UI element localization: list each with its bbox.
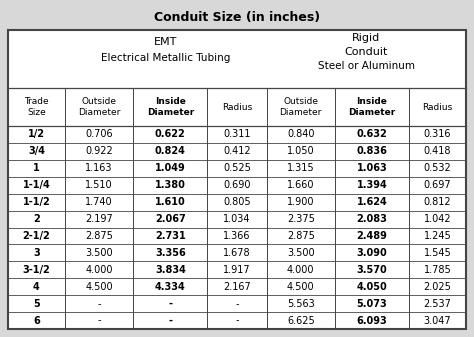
Text: Electrical Metallic Tubing: Electrical Metallic Tubing [101,53,230,63]
Text: 0.632: 0.632 [356,129,387,140]
Text: 3.500: 3.500 [287,248,315,258]
Text: 1/2: 1/2 [28,129,45,140]
Text: 2.083: 2.083 [356,214,387,224]
Text: 1.678: 1.678 [223,248,251,258]
Text: 2.875: 2.875 [85,231,113,241]
Text: EMT: EMT [154,37,177,47]
Text: 4.050: 4.050 [356,282,387,292]
Text: -: - [97,299,101,309]
Text: 2.197: 2.197 [85,214,113,224]
Text: 0.836: 0.836 [356,146,387,156]
Text: 0.706: 0.706 [85,129,113,140]
Text: Trade
Size: Trade Size [24,97,49,117]
Text: 6.625: 6.625 [287,315,315,326]
Text: 4.500: 4.500 [85,282,113,292]
Text: 4.334: 4.334 [155,282,186,292]
Text: -: - [168,299,173,309]
Text: 1.049: 1.049 [155,163,186,173]
Text: Conduit Size (in inches): Conduit Size (in inches) [154,11,320,24]
Text: 3.356: 3.356 [155,248,186,258]
Text: 0.840: 0.840 [287,129,315,140]
Text: 0.824: 0.824 [155,146,186,156]
Text: 0.805: 0.805 [223,197,251,207]
Text: 0.412: 0.412 [223,146,251,156]
Text: 3-1/2: 3-1/2 [23,265,50,275]
Text: 5.073: 5.073 [356,299,387,309]
Text: 2-1/2: 2-1/2 [23,231,50,241]
Text: 0.316: 0.316 [424,129,451,140]
Text: 1.510: 1.510 [85,180,113,190]
Text: 2.375: 2.375 [287,214,315,224]
Text: 1.624: 1.624 [356,197,387,207]
Text: 1.050: 1.050 [287,146,315,156]
Text: 3.570: 3.570 [356,265,387,275]
Text: 4: 4 [33,282,40,292]
Text: Inside
Diameter: Inside Diameter [348,97,396,117]
Text: Radius: Radius [422,102,453,112]
Text: 1.245: 1.245 [424,231,451,241]
Text: 5: 5 [33,299,40,309]
Text: 2.067: 2.067 [155,214,186,224]
Text: Radius: Radius [222,102,252,112]
Text: 6: 6 [33,315,40,326]
Text: 1.366: 1.366 [223,231,251,241]
Text: 1.042: 1.042 [424,214,451,224]
Text: 3.047: 3.047 [424,315,451,326]
Text: 4.500: 4.500 [287,282,315,292]
Text: Outside
Diameter: Outside Diameter [78,97,120,117]
Text: 0.622: 0.622 [155,129,186,140]
Text: 2.489: 2.489 [356,231,387,241]
Text: 0.697: 0.697 [424,180,451,190]
Text: 2.167: 2.167 [223,282,251,292]
Text: 2.537: 2.537 [424,299,451,309]
Text: -: - [235,315,239,326]
Text: -: - [97,315,101,326]
Text: 0.525: 0.525 [223,163,251,173]
Text: 2.731: 2.731 [155,231,186,241]
Text: -: - [235,299,239,309]
Text: 3/4: 3/4 [28,146,45,156]
Text: Inside
Diameter: Inside Diameter [147,97,194,117]
Text: 1-1/2: 1-1/2 [23,197,50,207]
Text: 1.063: 1.063 [356,163,387,173]
Text: 1-1/4: 1-1/4 [23,180,50,190]
Text: Outside
Diameter: Outside Diameter [280,97,322,117]
Text: 0.922: 0.922 [85,146,113,156]
Text: 1.917: 1.917 [223,265,251,275]
Text: 2: 2 [33,214,40,224]
Text: 1.740: 1.740 [85,197,113,207]
Text: 1.315: 1.315 [287,163,315,173]
Text: 1.900: 1.900 [287,197,315,207]
Text: 4.000: 4.000 [287,265,315,275]
Text: Rigid: Rigid [352,33,381,43]
Text: 1.545: 1.545 [424,248,451,258]
Text: 1.163: 1.163 [85,163,113,173]
Text: 0.311: 0.311 [223,129,251,140]
Text: Conduit: Conduit [345,47,388,57]
Text: 3: 3 [33,248,40,258]
Text: 3.500: 3.500 [85,248,113,258]
Text: 0.532: 0.532 [424,163,451,173]
Text: 0.812: 0.812 [424,197,451,207]
Text: 1.785: 1.785 [424,265,451,275]
Text: 2.025: 2.025 [424,282,451,292]
Text: 6.093: 6.093 [356,315,387,326]
Text: -: - [168,315,173,326]
Text: 4.000: 4.000 [85,265,113,275]
Text: 1.610: 1.610 [155,197,186,207]
Text: 3.834: 3.834 [155,265,186,275]
Text: 5.563: 5.563 [287,299,315,309]
Text: 1.034: 1.034 [223,214,251,224]
Text: 0.690: 0.690 [223,180,251,190]
Text: Steel or Aluminum: Steel or Aluminum [318,61,415,71]
Text: 3.090: 3.090 [356,248,387,258]
Text: 2.875: 2.875 [287,231,315,241]
Text: 0.418: 0.418 [424,146,451,156]
Text: 1.394: 1.394 [356,180,387,190]
Text: 1.660: 1.660 [287,180,315,190]
Bar [8,30,466,329]
Text: 1: 1 [33,163,40,173]
Text: 1.380: 1.380 [155,180,186,190]
